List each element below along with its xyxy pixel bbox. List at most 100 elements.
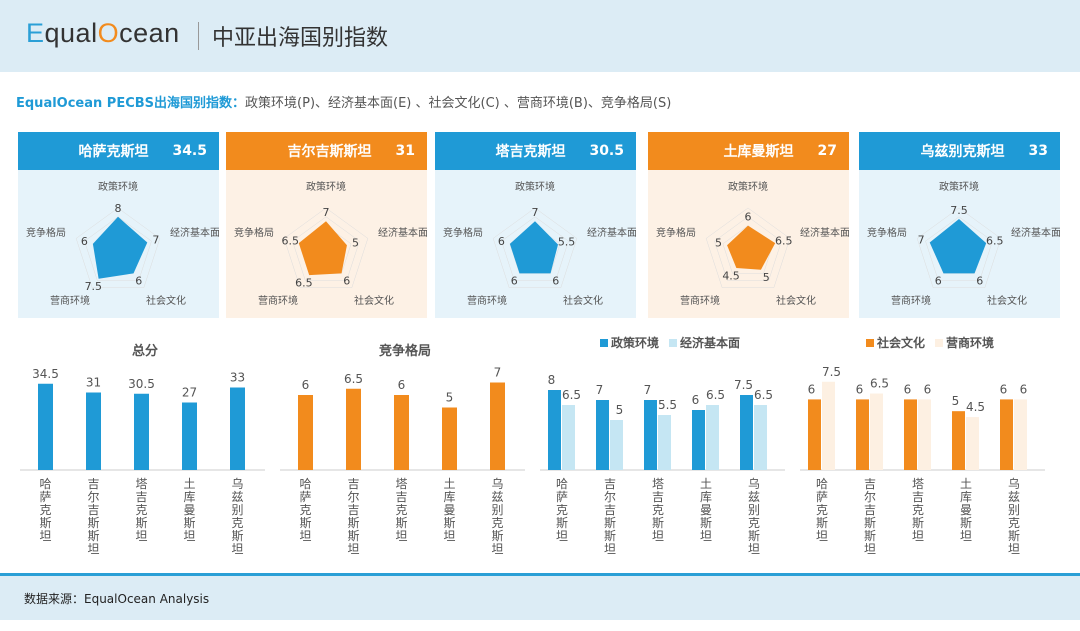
category-label: 斯 — [39, 516, 51, 530]
bar-value-label: 6 — [1000, 382, 1008, 396]
category-label: 尔 — [604, 489, 616, 504]
category-label: 坦 — [960, 529, 972, 543]
radar-axis-label: 经济基本面 — [587, 226, 636, 239]
category-label: 库 — [700, 489, 712, 504]
radar-axis-label: 竞争格局 — [26, 226, 66, 239]
category-label: 坦 — [395, 529, 407, 543]
bar — [548, 390, 561, 470]
radar-grid — [292, 216, 360, 281]
radar-axis-label: 政策环境 — [306, 180, 346, 193]
bar — [918, 399, 931, 470]
radar-value-label: 6 — [745, 211, 752, 224]
radar-axis-label: 营商环境 — [258, 294, 298, 307]
radar-area — [92, 216, 148, 279]
bar — [394, 395, 409, 470]
radar-grid — [705, 207, 791, 288]
category-label: 萨 — [39, 490, 51, 504]
radar-axis-label: 社会文化 — [354, 294, 394, 307]
radar-value-label: 5.5 — [558, 236, 576, 249]
category-label: 兹 — [748, 490, 760, 504]
bar-value-label: 31 — [86, 376, 101, 390]
bar — [86, 392, 101, 470]
category-label: 斯 — [604, 529, 616, 543]
bar-value-label: 7 — [494, 366, 502, 380]
category-label: 坦 — [604, 542, 616, 556]
bar-chart: 6 7.5 哈萨克斯坦 6 6.5 吉尔吉斯斯坦 6 6 塔吉克斯坦 5 4.5 土库曼斯坦 6 6 乌兹别… — [800, 330, 1050, 570]
category-label: 吉 — [652, 490, 664, 504]
category-label: 库 — [183, 489, 195, 504]
radar-grid — [925, 216, 993, 281]
country-card: 哈萨克斯坦 34.5 政策环境 经济基本面 社会文化 营商环境 竞争格局 8 7 6 7.5 6 — [18, 132, 219, 318]
bar — [1014, 399, 1027, 470]
category-label: 克 — [135, 503, 147, 517]
category-label: 乌 — [748, 476, 760, 491]
category-label: 坦 — [183, 529, 195, 543]
bar-value-label: 6 — [808, 382, 816, 396]
radar-value-label: 5 — [763, 271, 770, 284]
bar — [856, 399, 869, 470]
category-label: 土 — [960, 477, 972, 491]
category-label: 尔 — [347, 489, 359, 504]
category-label: 别 — [748, 503, 760, 517]
radar-axis-label: 社会文化 — [146, 294, 186, 307]
category-label: 坦 — [748, 542, 760, 556]
category-label: 吉 — [864, 477, 876, 491]
category-label: 克 — [1008, 516, 1020, 530]
radar-chart: 政策环境 经济基本面 社会文化 营商环境 竞争格局 8 7 6 7.5 6 — [18, 170, 219, 318]
bar — [754, 405, 767, 470]
category-label: 坦 — [443, 529, 455, 543]
category-label: 克 — [299, 503, 311, 517]
radar-chart: 政策环境 经济基本面 社会文化 营商环境 竞争格局 7 5.5 6 6 6 — [435, 170, 636, 318]
category-label: 坦 — [39, 529, 51, 543]
country-name: 土库曼斯坦 — [723, 144, 794, 160]
radar-value-label: 6 — [935, 275, 942, 288]
bar — [562, 405, 575, 470]
category-label: 斯 — [960, 516, 972, 530]
category-label: 土 — [183, 477, 195, 491]
category-label: 别 — [231, 503, 243, 517]
category-label: 塔 — [652, 477, 664, 491]
radar-chart: 政策环境 经济基本面 社会文化 营商环境 竞争格局 7.5 6.5 6 6 7 — [859, 170, 1060, 318]
radar-value-label: 6 — [511, 275, 518, 288]
category-label: 塔 — [135, 477, 147, 491]
legend-label: 社会文化 — [876, 336, 925, 350]
category-label: 坦 — [912, 529, 924, 543]
radar-axis-label: 营商环境 — [680, 294, 720, 307]
bar — [904, 399, 917, 470]
category-label: 克 — [748, 516, 760, 530]
radar-grid — [283, 207, 369, 288]
category-label: 坦 — [1008, 542, 1020, 556]
radar-value-label: 6 — [552, 275, 559, 288]
legend-swatch — [669, 339, 677, 347]
category-label: 克 — [556, 503, 568, 517]
category-label: 土 — [443, 477, 455, 491]
category-label: 兹 — [231, 490, 243, 504]
radar-value-label: 6 — [343, 275, 350, 288]
chart-legend: 政策环境 经济基本面 — [540, 334, 790, 351]
radar-axis-label: 营商环境 — [891, 294, 931, 307]
radar-axis-label: 竞争格局 — [656, 226, 696, 239]
radar-value-label: 7 — [918, 234, 925, 247]
category-label: 斯 — [912, 516, 924, 530]
country-name: 塔吉克斯坦 — [495, 144, 566, 160]
radar-value-label: 6.5 — [986, 234, 1004, 247]
bar-value-label: 6 — [692, 393, 700, 407]
bar-chart: 8 6.5 哈萨克斯坦 7 5 吉尔吉斯斯坦 7 5.5 塔吉克斯坦 6 6.5 土库曼斯坦 7.5 6.… — [540, 330, 790, 570]
category-label: 斯 — [652, 516, 664, 530]
bar-value-label: 7 — [644, 383, 652, 397]
radar-axis-label: 经济基本面 — [1011, 226, 1060, 239]
category-label: 萨 — [556, 490, 568, 504]
bar-value-label: 4.5 — [966, 400, 985, 414]
radar-axis-label: 社会文化 — [563, 294, 603, 307]
category-label: 兹 — [1008, 490, 1020, 504]
legend-swatch — [599, 339, 608, 347]
country-score: 33 — [1028, 143, 1048, 159]
bar — [644, 400, 657, 470]
category-label: 斯 — [748, 529, 760, 543]
radar-area — [929, 219, 987, 274]
bar — [870, 393, 883, 470]
category-label: 哈 — [299, 477, 311, 491]
category-label: 萨 — [816, 490, 828, 504]
category-label: 斯 — [395, 516, 407, 530]
bar — [740, 395, 753, 470]
